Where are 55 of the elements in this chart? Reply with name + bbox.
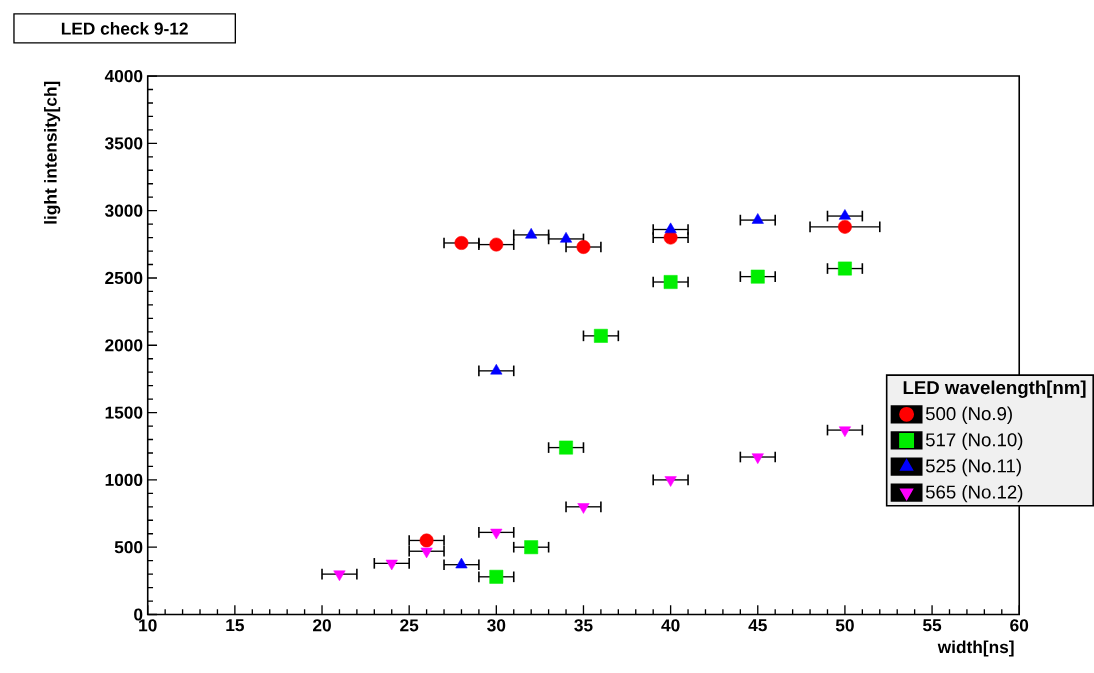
x-axis-title: width[ns] — [937, 640, 1014, 657]
y-tick-label: 1000 — [105, 473, 143, 486]
point — [664, 476, 677, 487]
point — [663, 230, 678, 245]
x-tick-label: 15 — [226, 619, 244, 632]
x-tick-label: 35 — [574, 619, 593, 632]
y-tick-label: 1500 — [105, 406, 143, 419]
y-tick-label: 3500 — [104, 137, 143, 150]
x-tick-label: 45 — [748, 619, 767, 632]
point — [560, 231, 573, 243]
y-tick-label: 4000 — [104, 69, 143, 83]
point — [490, 363, 503, 375]
x-tick-label: 30 — [487, 619, 506, 632]
x-tick-label: 50 — [835, 619, 854, 632]
legend-label: 525 (No.11) — [925, 458, 1021, 477]
point — [751, 453, 764, 464]
point — [489, 569, 504, 584]
x-tick-label: 20 — [313, 619, 331, 632]
point — [663, 275, 678, 289]
point — [454, 236, 469, 250]
y-tick-label: 2500 — [105, 271, 143, 285]
x-tick-label: 10 — [139, 619, 157, 632]
point — [593, 328, 608, 343]
point — [333, 570, 346, 582]
legend-label: 500 (No.9) — [925, 406, 1012, 424]
point — [577, 503, 590, 514]
point — [838, 426, 851, 437]
point — [838, 261, 852, 276]
y-axis-title: light intensity[ch] — [44, 81, 61, 224]
point — [524, 540, 539, 555]
point — [838, 219, 852, 234]
point — [490, 528, 503, 540]
x-tick-label: 55 — [923, 619, 942, 632]
point — [576, 240, 591, 254]
y-tick-label: 0 — [134, 608, 143, 621]
chart-title: LED check 9-12 — [61, 22, 188, 35]
legend-label: 517 (No.10) — [925, 432, 1023, 451]
point — [751, 213, 764, 224]
point — [420, 547, 433, 559]
y-tick-label: 3000 — [104, 204, 143, 217]
legend-title: LED wavelength[nm] — [903, 380, 1086, 398]
point — [525, 227, 538, 239]
y-tick-label: 500 — [114, 541, 143, 554]
point — [489, 237, 504, 252]
y-tick-label: 2000 — [105, 339, 143, 352]
x-tick-label: 40 — [661, 619, 680, 632]
point — [559, 440, 573, 455]
x-tick-label: 25 — [400, 619, 419, 632]
point — [750, 269, 765, 284]
point — [385, 559, 398, 571]
x-tick-label: 60 — [1010, 619, 1029, 632]
legend-label: 565 (No.12) — [925, 484, 1023, 503]
point — [838, 209, 851, 220]
point — [664, 222, 677, 234]
point — [419, 533, 434, 548]
